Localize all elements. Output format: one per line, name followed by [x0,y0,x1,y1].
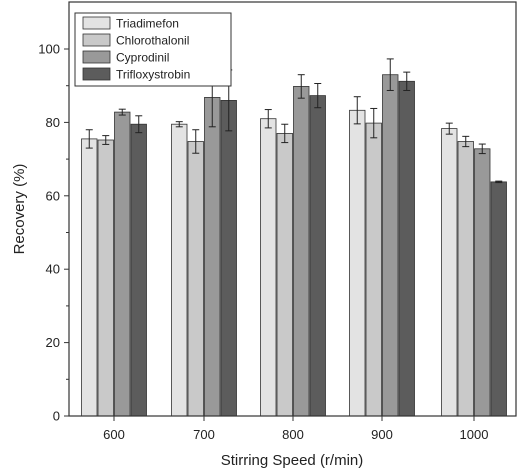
legend-label-triadimefon: Triadimefon [116,17,179,31]
error-bar-triadimefon-700 [175,121,183,128]
y-tick-label: 40 [46,262,60,277]
x-axis-title: Stirring Speed (r/min) [221,452,364,469]
error-bar-trifloxystrobin-800 [314,82,322,109]
bar-triadimefon-700 [171,123,188,417]
error-bar-chlorothalonil-800 [281,123,289,144]
y-tick-label: 60 [46,188,60,203]
bar-chlorothalonil-900 [365,122,382,417]
y-axis: 0 20 40 60 80 100 [38,42,69,424]
error-bar-triadimefon-900 [353,96,361,125]
bar-chlorothalonil-1000 [457,141,474,417]
error-bar-chlorothalonil-1000 [462,135,470,148]
legend-swatch-cyprodinil [82,50,111,64]
x-tick-label: 600 [103,427,125,442]
legend-swatch-trifloxystrobin [82,67,111,81]
x-axis: 600 700 800 900 1000 [103,416,488,442]
bar-trifloxystrobin-900 [398,80,415,417]
y-tick-label: 80 [46,115,60,130]
x-tick-label: 800 [282,427,304,442]
bar-cyprodinil-800 [293,86,310,417]
bars-layer [81,74,507,417]
legend-label-trifloxystrobin: Trifloxystrobin [116,68,190,82]
y-tick-label: 20 [46,335,60,350]
bar-triadimefon-900 [349,109,366,417]
legend-swatch-triadimefon [82,16,111,30]
bar-cyprodinil-900 [382,74,399,417]
bar-trifloxystrobin-600 [130,123,147,417]
error-bar-trifloxystrobin-900 [403,71,411,91]
x-tick-label: 1000 [460,427,489,442]
legend: Triadimefon Chlorothalonil Cyprodinil Trifl… [74,12,232,87]
bar-triadimefon-800 [260,118,277,417]
error-bar-triadimefon-600 [85,129,93,149]
bar-chlorothalonil-600 [97,139,114,417]
bar-cyprodinil-1000 [474,148,491,417]
bar-cyprodinil-700 [204,97,221,417]
y-tick-label: 100 [38,42,60,57]
bar-trifloxystrobin-700 [220,100,237,417]
legend-swatch-chlorothalonil [82,33,111,47]
bar-trifloxystrobin-1000 [490,181,507,417]
bar-trifloxystrobin-800 [309,95,326,417]
bar-triadimefon-1000 [441,128,458,417]
error-bar-triadimefon-800 [264,109,272,129]
x-tick-label: 900 [371,427,393,442]
error-bar-triadimefon-1000 [445,122,453,135]
error-bar-chlorothalonil-900 [370,107,378,139]
legend-label-chlorothalonil: Chlorothalonil [116,34,189,48]
y-tick-label: 0 [53,409,60,424]
bar-chlorothalonil-800 [276,132,293,417]
error-bars-layer [85,58,503,184]
error-bar-cyprodinil-900 [386,58,394,91]
bar-chlorothalonil-700 [187,141,204,417]
error-bar-chlorothalonil-700 [192,129,200,154]
x-tick-label: 700 [193,427,215,442]
error-bar-trifloxystrobin-600 [135,115,143,134]
bar-cyprodinil-600 [114,111,131,417]
error-bar-trifloxystrobin-1000 [495,180,503,184]
bar-triadimefon-600 [81,138,98,417]
error-bar-cyprodinil-800 [297,74,305,99]
legend-label-cyprodinil: Cyprodinil [116,51,169,65]
error-bar-cyprodinil-600 [118,108,126,116]
error-bar-cyprodinil-1000 [478,143,486,155]
error-bar-chlorothalonil-600 [102,135,110,145]
y-axis-title: Recovery (%) [11,164,28,255]
